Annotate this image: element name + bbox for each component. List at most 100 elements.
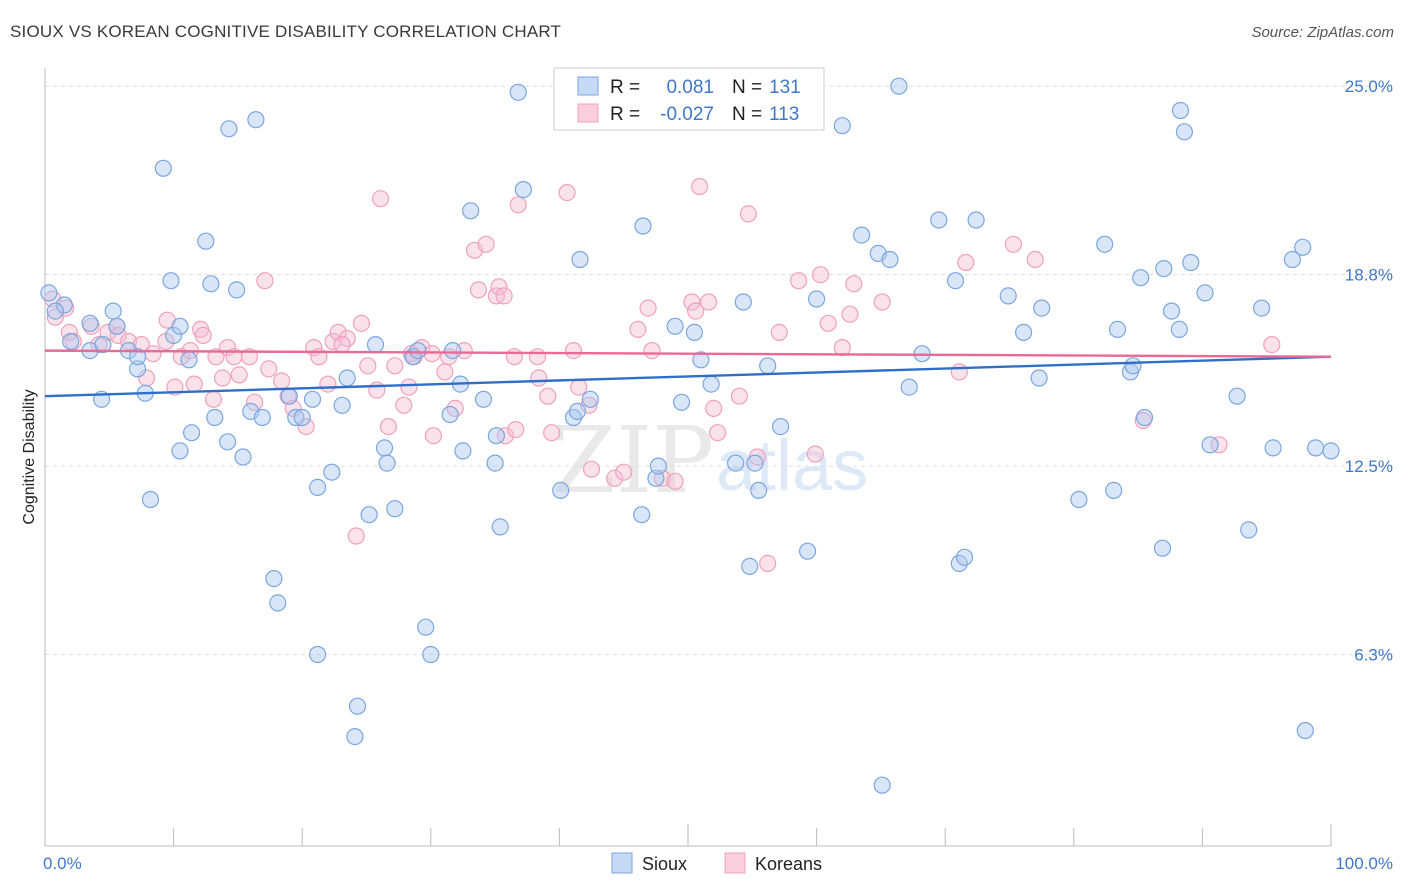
- data-point-koreans: [539, 387, 557, 405]
- data-point-koreans: [372, 190, 390, 208]
- data-point-sioux: [581, 390, 599, 408]
- data-point-sioux: [1182, 253, 1200, 272]
- data-point-koreans: [705, 399, 723, 417]
- data-point-sioux: [1201, 436, 1219, 454]
- data-point-koreans: [507, 421, 525, 439]
- data-point-sioux: [967, 211, 985, 229]
- legend-r-value-2: -0.027: [660, 104, 714, 125]
- legend-swatch-sioux: [577, 76, 599, 96]
- data-point-koreans: [213, 369, 232, 387]
- data-point-sioux: [417, 618, 435, 636]
- data-point-koreans: [1263, 336, 1281, 354]
- data-point-sioux: [568, 402, 587, 420]
- data-point-sioux: [129, 348, 147, 366]
- data-point-sioux: [1033, 299, 1051, 317]
- gridlines: [45, 85, 1391, 656]
- data-point-sioux: [1283, 250, 1302, 269]
- data-point-sioux: [1135, 408, 1154, 427]
- x-tick-label-min: 0.0%: [43, 854, 82, 873]
- data-point-sioux: [303, 390, 322, 408]
- data-point-koreans: [120, 332, 138, 351]
- data-point-sioux: [1240, 521, 1258, 539]
- data-point-koreans: [246, 393, 264, 411]
- data-point-koreans: [379, 418, 397, 436]
- data-point-koreans: [789, 272, 808, 290]
- chart-title: SIOUX VS KOREAN COGNITIVE DISABILITY COR…: [10, 22, 562, 41]
- data-point-sioux: [509, 83, 527, 101]
- x-ticks: [44, 824, 1332, 846]
- data-point-koreans: [185, 375, 203, 393]
- data-point-sioux: [741, 557, 759, 576]
- data-point-koreans: [683, 293, 701, 311]
- data-point-koreans: [564, 342, 583, 360]
- data-point-sioux: [633, 506, 651, 524]
- data-point-sioux: [750, 481, 768, 499]
- data-point-sioux: [1294, 238, 1312, 256]
- data-point-sioux: [491, 518, 509, 536]
- data-point-koreans: [606, 469, 624, 487]
- data-point-sioux: [206, 408, 224, 427]
- data-point-koreans: [273, 372, 291, 390]
- data-point-koreans: [260, 360, 278, 378]
- data-point-koreans: [543, 424, 561, 442]
- data-point-sioux: [309, 645, 327, 664]
- data-point-sioux: [141, 490, 160, 509]
- trend-line-sioux: [44, 355, 1332, 398]
- source-credit: Source: ZipAtlas.com: [1251, 24, 1394, 41]
- data-point-sioux: [1175, 123, 1194, 141]
- data-point-sioux: [1132, 269, 1150, 287]
- data-point-sioux: [197, 232, 215, 250]
- data-point-sioux: [183, 424, 201, 442]
- data-point-koreans: [60, 323, 79, 341]
- data-point-sioux: [1108, 320, 1127, 338]
- data-point-sioux: [165, 326, 183, 344]
- data-point-sioux: [1322, 442, 1340, 460]
- data-point-koreans: [690, 177, 709, 196]
- bottom-legend-swatch-sioux: [611, 852, 633, 874]
- data-point-sioux: [253, 408, 271, 427]
- data-point-sioux: [462, 202, 480, 220]
- data-point-koreans: [368, 381, 386, 399]
- data-point-sioux: [422, 645, 440, 664]
- data-point-sioux: [900, 378, 918, 396]
- data-point-koreans: [687, 302, 705, 320]
- trend-lines: [44, 349, 1332, 398]
- data-point-sioux: [293, 408, 311, 427]
- data-point-sioux: [1070, 490, 1088, 509]
- data-point-koreans: [1004, 235, 1023, 253]
- data-point-sioux: [1296, 721, 1314, 740]
- data-point-sioux: [333, 396, 351, 414]
- y-tick-label: 25.0%: [1345, 77, 1393, 96]
- data-point-sioux: [269, 594, 287, 612]
- data-point-koreans: [845, 275, 863, 293]
- data-point-sioux: [46, 302, 64, 320]
- legend-r-label-2: R =: [610, 104, 640, 125]
- data-point-sioux: [265, 569, 283, 588]
- data-point-koreans: [505, 348, 524, 366]
- data-point-sioux: [1170, 320, 1188, 338]
- data-point-sioux: [1171, 101, 1190, 120]
- data-point-sioux: [180, 351, 198, 369]
- legend-n-label-1: N =: [732, 77, 762, 98]
- data-point-koreans: [759, 554, 777, 573]
- data-point-sioux: [666, 317, 684, 335]
- data-point-sioux: [378, 454, 396, 472]
- data-point-koreans: [496, 427, 514, 445]
- y-tick-label: 6.3%: [1354, 646, 1393, 665]
- data-point-sioux: [672, 393, 691, 411]
- series-legend: Sioux Koreans: [611, 852, 822, 874]
- data-point-sioux: [323, 463, 341, 481]
- data-point-sioux: [759, 357, 777, 375]
- legend-n-value-2: 113: [769, 104, 799, 125]
- data-point-sioux: [807, 290, 826, 308]
- data-point-sioux: [366, 336, 385, 354]
- data-point-sioux: [247, 111, 265, 129]
- data-point-koreans: [495, 287, 513, 305]
- data-point-koreans: [615, 463, 633, 481]
- y-tick-label: 12.5%: [1345, 457, 1393, 476]
- data-point-koreans: [109, 326, 127, 344]
- data-point-sioux: [454, 442, 472, 460]
- y-axis-title: Cognitive Disability: [21, 389, 38, 524]
- data-point-sioux: [552, 481, 570, 499]
- data-point-sioux: [234, 448, 252, 466]
